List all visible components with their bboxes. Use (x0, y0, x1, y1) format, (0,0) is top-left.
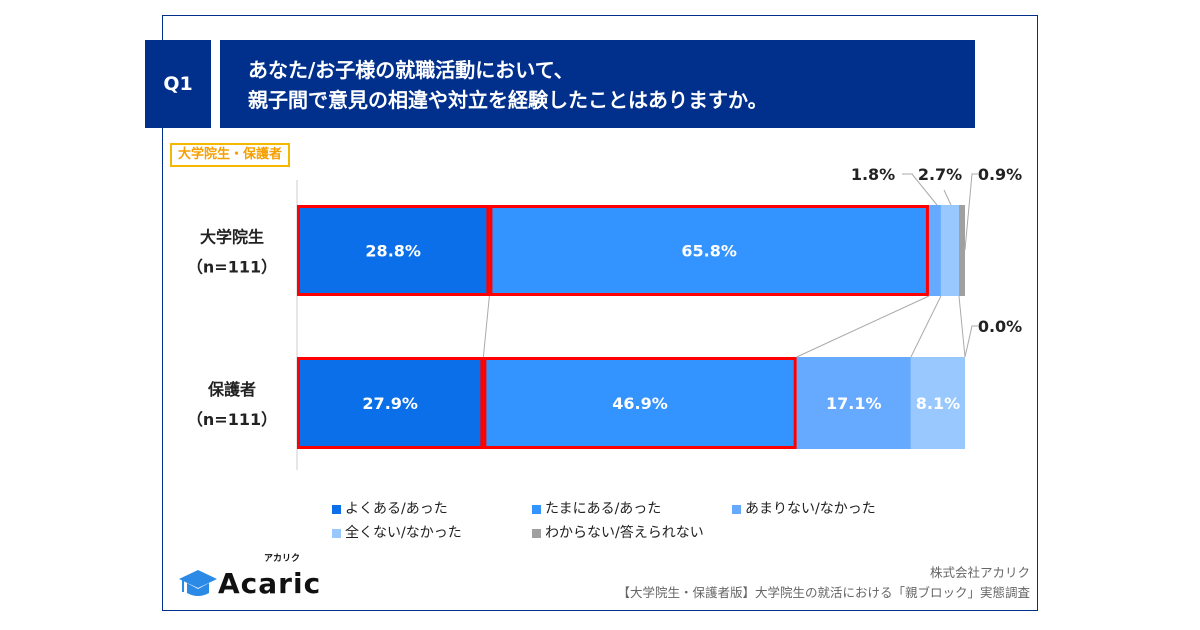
data-label: 27.9% (362, 394, 418, 413)
legend-swatch (332, 528, 341, 538)
data-label: 28.8% (365, 242, 421, 261)
legend-label: たまにある/あった (545, 501, 662, 517)
logo-kana: アカリク (264, 554, 301, 564)
data-label: 17.1% (826, 394, 882, 413)
data-label: 65.8% (681, 242, 737, 261)
legend-item: 全くない/なかった (332, 524, 462, 542)
legend-label: よくある/あった (345, 501, 448, 517)
leader-line (964, 173, 978, 251)
connector-line (482, 295, 490, 358)
category-n: （n=111） (187, 410, 277, 429)
source-credit: 株式会社アカリク 【大学院生・保護者版】大学院生の就活における「親ブロック」実態… (617, 563, 1030, 603)
data-label: 0.9% (978, 165, 1022, 184)
legend-swatch (332, 504, 341, 514)
bar-segment (483, 357, 797, 449)
title-line-2: 親子間で意見の相違や対立を経験したことはありますか。 (248, 88, 768, 112)
connector-line (958, 295, 966, 358)
logo-text: Acaric (218, 567, 322, 600)
graduation-cap-icon (179, 570, 217, 596)
legend-item: わからない/答えられない (532, 524, 704, 542)
bar-segment (910, 357, 965, 449)
bar-segment (940, 205, 959, 296)
bar-segment (297, 205, 490, 296)
data-label: 1.8% (851, 165, 895, 184)
segment-tag: 大学院生・保護者 (170, 143, 291, 167)
data-label: 46.9% (612, 394, 668, 413)
question-title: あなた/お子様の就職活動において、 親子間で意見の相違や対立を経験したことはあり… (220, 40, 975, 128)
title-line-1: あなた/お子様の就職活動において、 (248, 58, 574, 82)
bar-segment (796, 357, 911, 449)
legend-item: よくある/あった (332, 500, 448, 518)
highlight-outline (297, 205, 490, 296)
acaric-logo: Acaric アカリク (178, 554, 322, 600)
bar-segment (958, 205, 965, 296)
legend-item: たまにある/あった (532, 500, 661, 518)
connector-line (796, 295, 930, 358)
data-label: 2.7% (918, 165, 962, 184)
bar-segment (297, 357, 484, 449)
chart-frame (162, 15, 1038, 611)
category-label: 保護者 (207, 380, 256, 399)
bar-segment (489, 205, 929, 296)
connector-line (910, 295, 942, 358)
data-label: 0.0% (978, 317, 1022, 336)
legend-item: あまりない/なかった (732, 500, 876, 518)
leader-line (902, 173, 938, 206)
survey-name: 【大学院生・保護者版】大学院生の就活における「親ブロック」実態調査 (617, 585, 1030, 600)
legend-label: わからない/答えられない (545, 525, 704, 541)
legend-swatch (732, 504, 741, 514)
highlight-outline (297, 357, 484, 449)
leader-line (964, 325, 978, 358)
legend-label: あまりない/なかった (745, 501, 876, 517)
leader-line (943, 189, 952, 206)
question-number: Q1 (145, 40, 211, 128)
category-n: （n=111） (187, 258, 277, 277)
highlight-outline (483, 357, 797, 449)
company-name: 株式会社アカリク (929, 565, 1030, 580)
data-label: 8.1% (916, 394, 960, 413)
category-label: 大学院生 (200, 228, 264, 247)
legend-swatch (532, 504, 541, 514)
bar-segment (928, 205, 941, 296)
legend-swatch (532, 528, 541, 538)
highlight-outline (489, 205, 929, 296)
legend-label: 全くない/なかった (345, 525, 462, 541)
